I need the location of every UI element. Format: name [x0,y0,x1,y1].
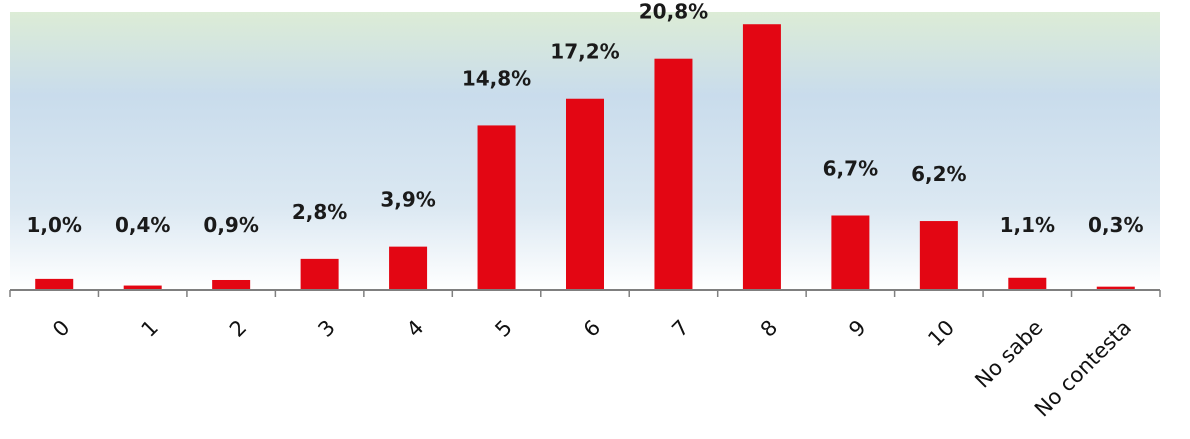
bar-7 [654,58,693,291]
data-label: 0,3% [1088,213,1143,237]
data-label: 1,1% [1000,213,1055,237]
bar-no-sabe [1008,277,1047,290]
bar-9 [831,215,870,290]
x-tick-label: 6 [579,315,605,341]
bar-1 [123,285,162,290]
data-label: 0,9% [203,213,258,237]
bar-8 [742,24,781,291]
data-label: 14,8% [462,66,531,90]
bar-no-contesta [1096,286,1135,290]
x-tick-label: 1 [137,315,163,341]
x-tick-label: 9 [844,315,870,341]
data-label: 2,8% [292,200,347,224]
bar-0 [35,278,74,290]
data-label: 6,7% [823,156,878,180]
data-label: 20,8% [639,0,708,24]
x-tick-label: 5 [490,315,516,341]
data-label: 17,2% [550,40,619,64]
bar-5 [477,125,516,290]
bar-4 [389,246,428,290]
x-tick-label: 4 [402,315,428,341]
data-label: 0,4% [115,213,170,237]
x-tick-label: 7 [667,315,693,341]
x-tick-label: No sabe [970,315,1047,392]
data-label: 6,2% [911,162,966,186]
x-axis-ticks [9,290,1161,297]
x-tick-label: 3 [313,315,339,341]
bars-layer [35,24,1135,291]
bar-10 [919,221,958,290]
bar-3 [300,258,339,290]
data-label: 1,0% [26,213,81,237]
bar-6 [566,98,604,291]
bar-2 [212,279,251,290]
data-label: 3,9% [380,188,435,212]
x-tick-label: 10 [923,315,959,351]
x-tick-label: 0 [48,315,74,341]
x-tick-label: 8 [756,315,782,341]
x-tick-label: 2 [225,315,251,341]
data-labels: 1,0%0,4%0,9%2,8%3,9%14,8%17,2%20,8%23,9%… [26,0,1143,237]
